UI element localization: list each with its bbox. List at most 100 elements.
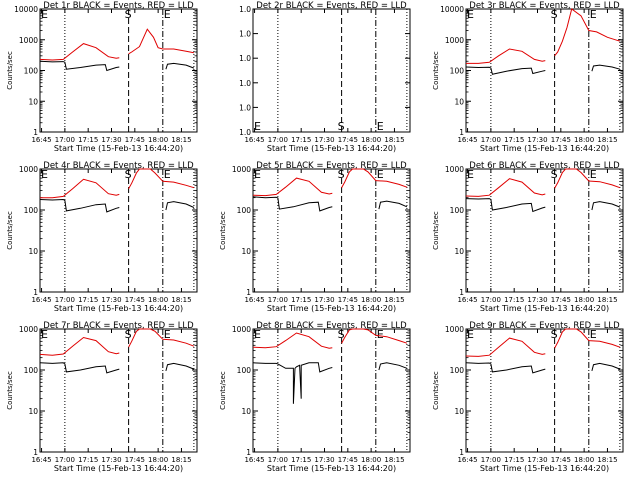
x-tick-label: 17:45 — [338, 296, 358, 304]
x-tick-label: 18:15 — [171, 456, 191, 464]
y-tick-label: 10 — [454, 407, 464, 416]
time-marker-label-e: E — [377, 168, 384, 181]
y-axis-label: Counts/sec — [432, 371, 440, 410]
y-tick-label: 1.0 — [239, 103, 251, 112]
x-tick-label: 16:45 — [457, 136, 477, 144]
time-marker-label-e: E — [590, 168, 597, 181]
panel-title: Det 4r BLACK = Events, RED = LLD — [43, 161, 194, 171]
y-tick-label: 100 — [24, 366, 39, 375]
x-tick-label: 17:00 — [55, 136, 75, 144]
x-axis-label: Start Time (15-Feb-13 16:44:20) — [54, 464, 183, 473]
series-lld-line — [465, 178, 546, 197]
time-marker-label-e: E — [467, 168, 474, 181]
series-events-line — [465, 198, 546, 213]
plot-frame — [39, 328, 198, 453]
panel-title: Det 7r BLACK = Events, RED = LLD — [43, 321, 194, 331]
x-tick-label: 17:30 — [314, 456, 334, 464]
time-marker-label-e: E — [41, 8, 48, 21]
time-marker-label-e: E — [377, 120, 384, 133]
y-tick-label: 1000 — [19, 325, 38, 334]
series-events-line — [252, 362, 333, 404]
x-tick-label: 17:45 — [125, 136, 145, 144]
time-marker-label-e: E — [254, 328, 261, 341]
x-axis-label: Start Time (15-Feb-13 16:44:20) — [480, 144, 609, 153]
x-tick-label: 18:15 — [597, 136, 617, 144]
y-tick-label: 10000 — [440, 5, 464, 14]
x-axis-label: Start Time (15-Feb-13 16:44:20) — [480, 304, 609, 313]
y-tick-label: 100 — [450, 366, 465, 375]
x-tick-label: 17:15 — [78, 456, 98, 464]
series-lld-line — [39, 43, 120, 61]
series-events-line — [591, 362, 621, 372]
y-axis-label: Counts/sec — [6, 211, 14, 250]
time-marker-label-s: S — [125, 168, 132, 181]
x-tick-label: 16:45 — [244, 136, 264, 144]
time-marker-label-e: E — [164, 8, 171, 21]
y-tick-label: 1000 — [445, 165, 464, 174]
x-tick-label: 17:15 — [504, 136, 524, 144]
time-marker-label-e: E — [467, 328, 474, 341]
y-tick-label: 100 — [237, 206, 252, 215]
time-marker-label-e: E — [467, 8, 474, 21]
panel-5r: Det 5r BLACK = Events, RED = LLD 1 10 100 10… — [219, 161, 411, 313]
x-tick-label: 17:45 — [551, 136, 571, 144]
x-tick-label: 16:45 — [244, 456, 264, 464]
time-marker-label-e: E — [41, 328, 48, 341]
x-tick-label: 17:15 — [78, 136, 98, 144]
series-events-line — [39, 198, 120, 213]
series-events-line — [378, 200, 408, 210]
series-events-line — [39, 60, 120, 72]
y-tick-label: 10 — [28, 247, 38, 256]
x-tick-label: 18:00 — [574, 296, 594, 304]
series-lld-line — [341, 328, 408, 344]
time-marker-label-e: E — [377, 328, 384, 341]
x-axis-label: Start Time (15-Feb-13 16:44:20) — [54, 304, 183, 313]
x-tick-label: 18:00 — [361, 136, 381, 144]
x-tick-label: 17:45 — [125, 296, 145, 304]
y-tick-label: 1.0 — [239, 54, 251, 63]
y-axis-label: Counts/sec — [6, 371, 14, 410]
x-tick-label: 17:45 — [551, 296, 571, 304]
plot-frame — [465, 328, 624, 453]
x-tick-label: 18:15 — [384, 296, 404, 304]
y-tick-label: 10 — [28, 407, 38, 416]
y-tick-label: 1 — [33, 288, 38, 297]
time-marker-label-e: E — [41, 168, 48, 181]
x-tick-label: 16:45 — [31, 296, 51, 304]
x-tick-label: 17:15 — [291, 296, 311, 304]
series-events-line — [465, 362, 546, 374]
x-tick-label: 17:00 — [268, 456, 288, 464]
x-tick-label: 17:00 — [268, 296, 288, 304]
series-lld-line — [40, 178, 120, 199]
x-tick-label: 17:30 — [314, 136, 334, 144]
x-tick-label: 17:30 — [101, 296, 121, 304]
time-marker-label-e: E — [164, 328, 171, 341]
y-tick-label: 1000 — [445, 325, 464, 334]
y-tick-label: 1 — [459, 448, 464, 457]
panel-6r: Det 6r BLACK = Events, RED = LLD 1 10 100 10… — [432, 161, 624, 313]
x-tick-label: 18:00 — [148, 456, 168, 464]
x-tick-label: 17:30 — [314, 296, 334, 304]
y-tick-label: 1 — [246, 288, 251, 297]
y-tick-label: 1000 — [19, 36, 38, 45]
x-tick-label: 17:45 — [338, 136, 358, 144]
time-marker-label-s: S — [125, 8, 132, 21]
y-tick-label: 1.0 — [239, 30, 251, 39]
y-tick-label: 10 — [241, 247, 251, 256]
y-tick-label: 1000 — [232, 325, 251, 334]
series-events-line — [165, 201, 195, 211]
x-tick-label: 17:00 — [268, 136, 288, 144]
panel-2r: Det 2r BLACK = Events, RED = LLD 1.0 1.0 1.… — [239, 1, 411, 153]
x-tick-label: 17:30 — [101, 136, 121, 144]
x-tick-label: 16:45 — [457, 456, 477, 464]
panel-title: Det 6r BLACK = Events, RED = LLD — [469, 161, 620, 171]
x-axis-label: Start Time (15-Feb-13 16:44:20) — [267, 144, 396, 153]
x-tick-label: 18:00 — [574, 456, 594, 464]
series-lld-line — [465, 337, 546, 357]
x-tick-label: 17:00 — [481, 296, 501, 304]
plot-frame — [39, 8, 198, 133]
x-tick-label: 17:15 — [291, 456, 311, 464]
panel-title: Det 9r BLACK = Events, RED = LLD — [469, 321, 620, 331]
x-tick-label: 17:15 — [291, 136, 311, 144]
